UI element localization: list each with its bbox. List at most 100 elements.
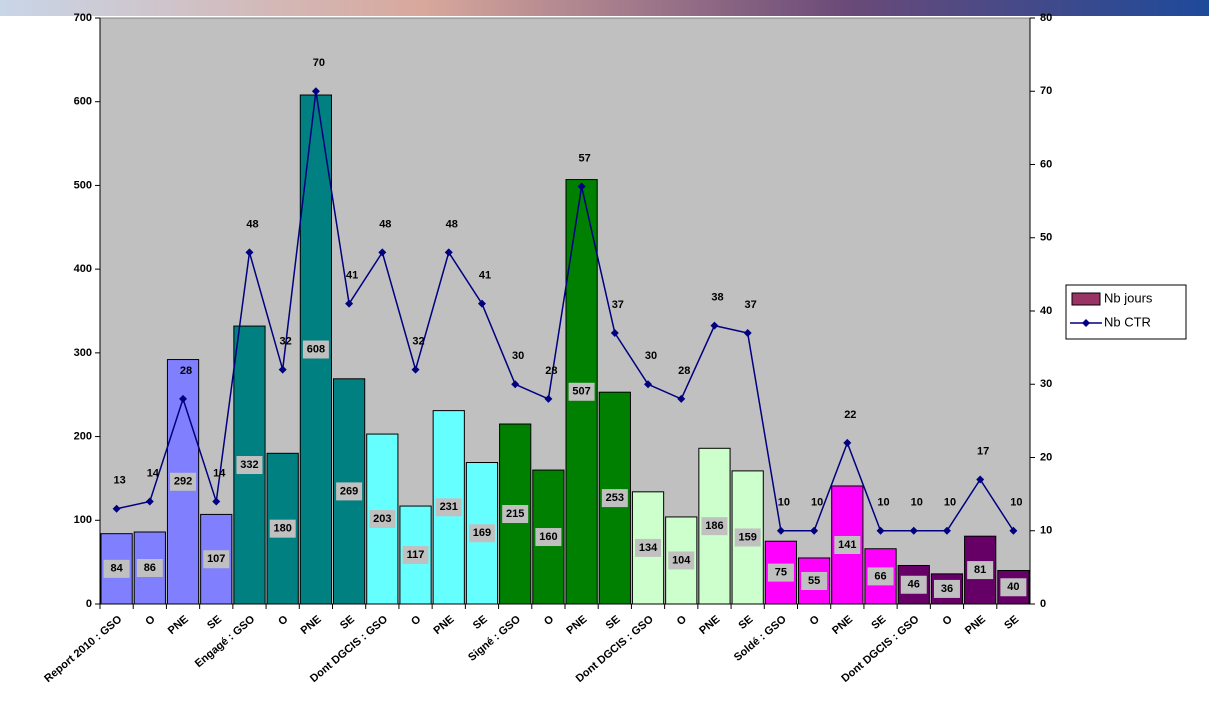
marker	[876, 526, 885, 535]
data-label-box	[668, 551, 695, 570]
y2-tick-label: 10	[1040, 525, 1052, 537]
data-label: 160	[539, 531, 557, 543]
y2-tick-label: 0	[1040, 598, 1046, 610]
marker	[311, 87, 320, 96]
y2-tick-label: 30	[1040, 378, 1052, 390]
data-label: 30	[512, 350, 524, 362]
marker	[843, 438, 852, 447]
data-label: 36	[941, 583, 953, 595]
data-label: 10	[778, 497, 790, 509]
data-label-box	[535, 528, 562, 547]
y2-tick-label: 70	[1040, 85, 1052, 97]
data-label: 70	[313, 57, 325, 69]
data-label: 104	[672, 554, 691, 566]
data-label: 28	[678, 365, 690, 377]
data-label: 10	[877, 497, 889, 509]
data-label: 332	[240, 459, 258, 471]
marker	[511, 380, 520, 389]
marker	[378, 248, 387, 257]
marker	[145, 497, 154, 506]
data-label: 159	[738, 531, 756, 543]
data-label-box	[734, 528, 761, 547]
data-label: 231	[440, 501, 458, 513]
x-tick-label: SE	[869, 613, 888, 632]
data-label-box	[203, 550, 230, 569]
data-label: 57	[578, 152, 590, 164]
data-label: 10	[911, 497, 923, 509]
data-label: 107	[207, 553, 225, 565]
data-label: 46	[908, 579, 920, 591]
marker	[278, 365, 287, 374]
marker	[345, 299, 354, 308]
data-label-box	[103, 559, 130, 578]
data-label-box	[170, 472, 197, 491]
data-label: 608	[307, 343, 325, 355]
x-tick-label: O	[276, 613, 291, 628]
marker	[976, 475, 985, 484]
data-label: 32	[412, 336, 424, 348]
x-tick-label: PNE	[166, 613, 191, 637]
marker	[644, 380, 653, 389]
data-label: 169	[473, 527, 491, 539]
data-label: 10	[1010, 497, 1022, 509]
y2-tick-label: 80	[1040, 12, 1052, 24]
data-label-box	[236, 456, 263, 475]
data-label: 507	[572, 386, 590, 398]
x-tick-label: SE	[737, 613, 756, 632]
data-label: 75	[775, 567, 787, 579]
y-tick-label: 0	[86, 598, 92, 610]
data-label: 48	[446, 218, 458, 230]
data-label: 22	[844, 409, 856, 421]
legend-label: Nb CTR	[1104, 314, 1151, 329]
data-label: 40	[1007, 581, 1019, 593]
marker	[411, 365, 420, 374]
x-tick-label: O	[940, 613, 955, 628]
data-label: 37	[745, 299, 757, 311]
x-tick-label: PNE	[299, 613, 324, 637]
data-label: 10	[944, 497, 956, 509]
marker	[710, 321, 719, 330]
y2-tick-label: 20	[1040, 451, 1052, 463]
marker	[577, 182, 586, 191]
marker	[942, 526, 951, 535]
x-tick-label: PNE	[697, 613, 722, 637]
x-tick-label: PNE	[432, 613, 457, 637]
y-tick-label: 300	[74, 347, 92, 359]
x-tick-label: O	[409, 613, 424, 628]
data-label: 48	[246, 218, 258, 230]
x-tick-label: SE	[604, 613, 623, 632]
x-tick-label: O	[675, 613, 690, 628]
data-label: 292	[174, 476, 192, 488]
data-label: 117	[407, 549, 425, 561]
x-tick-label: SE	[338, 613, 357, 632]
data-label-box	[502, 505, 529, 524]
x-tick-label: Engagé : GSO	[193, 613, 258, 670]
x-tick-label: SE	[471, 613, 490, 632]
data-label: 84	[110, 563, 123, 575]
data-label: 38	[711, 292, 723, 304]
data-label-box	[834, 535, 861, 554]
marker	[610, 328, 619, 337]
legend-swatch	[1071, 292, 1101, 306]
data-label: 48	[379, 218, 391, 230]
x-tick-label: O	[808, 613, 823, 628]
y-tick-label: 700	[74, 12, 92, 24]
data-label-box	[402, 546, 429, 565]
y-tick-label: 600	[74, 96, 92, 108]
data-label-box	[369, 510, 396, 529]
marker	[212, 497, 221, 506]
data-label: 30	[645, 350, 657, 362]
x-tick-label: PNE	[830, 613, 855, 637]
x-tick-label: PNE	[963, 613, 988, 637]
data-label-box	[933, 579, 960, 598]
data-label: 14	[147, 467, 160, 479]
marker	[776, 526, 785, 535]
x-tick-label: SE	[1002, 613, 1021, 632]
y-tick-label: 500	[74, 179, 92, 191]
data-label: 14	[213, 467, 226, 479]
data-label: 32	[280, 336, 292, 348]
data-label: 37	[612, 299, 624, 311]
y2-tick-label: 50	[1040, 232, 1052, 244]
marker	[477, 299, 486, 308]
x-tick-label: O	[143, 613, 158, 628]
